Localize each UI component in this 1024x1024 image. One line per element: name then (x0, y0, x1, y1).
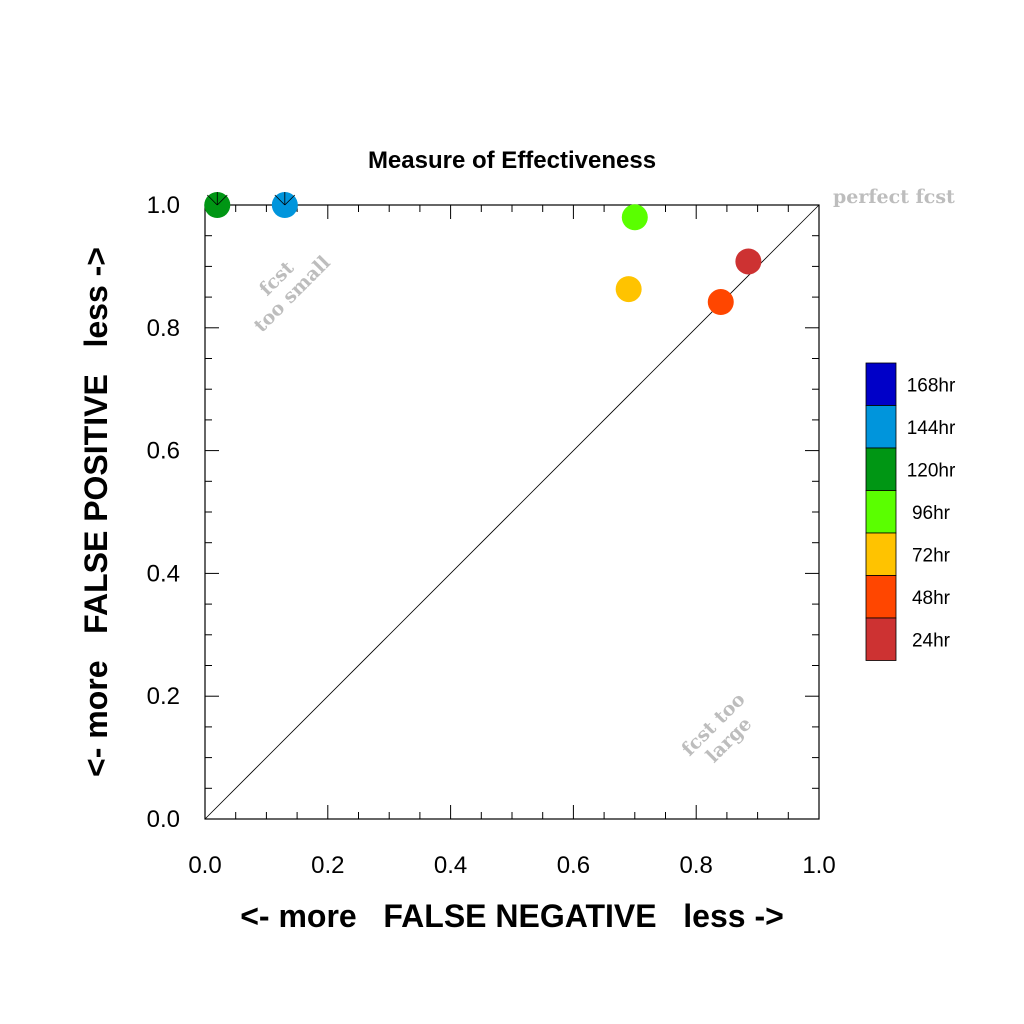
point-96hr (621, 204, 648, 231)
x-tick-label: 0.4 (434, 852, 467, 879)
fcst-too-large-label: fcst too large (677, 688, 756, 767)
legend-label-72hr: 72hr (912, 545, 951, 566)
chart-title: Measure of Effectiveness (368, 147, 656, 174)
boundary-marker (216, 194, 228, 206)
legend-swatch-144hr (865, 405, 897, 449)
boundary-marker (206, 194, 218, 206)
legend-swatch-24hr (865, 617, 897, 661)
point-48hr (707, 289, 734, 316)
y-axis-label: <- more FALSE POSITIVE less -> (78, 247, 114, 777)
legend-swatch-168hr (865, 362, 897, 406)
legend-label-120hr: 120hr (907, 460, 956, 481)
y-tick-label: 0.6 (147, 438, 180, 465)
boundary-marker (274, 194, 286, 206)
x-axis-label: <- more FALSE NEGATIVE less -> (240, 898, 784, 934)
data-points (204, 192, 762, 316)
legend: 168hr 144hr 120hr 96hr 72hr 48hr 24hr (865, 362, 956, 661)
axis-tick-labels: 0.0 0.2 0.4 0.6 0.8 1.0 0.0 0.2 0.4 0.6 0.8 1.0 (147, 192, 836, 879)
point-24hr (735, 248, 762, 275)
y-tick-label: 0.2 (147, 683, 180, 710)
x-tick-label: 0.8 (680, 852, 713, 879)
fcst-too-small-line2: too small (250, 252, 335, 337)
point-72hr (615, 276, 642, 303)
x-tick-label: 0.6 (557, 852, 590, 879)
y-tick-label: 0.8 (147, 315, 180, 342)
y-tick-label: 0.0 (147, 806, 180, 833)
legend-swatch-48hr (865, 575, 897, 619)
y-tick-label: 0.4 (147, 560, 180, 587)
legend-label-144hr: 144hr (907, 418, 956, 439)
fcst-too-small-label: fcst too small (250, 252, 335, 337)
legend-swatch-72hr (865, 532, 897, 576)
legend-swatch-120hr (865, 447, 897, 491)
x-tick-label: 0.0 (188, 852, 221, 879)
legend-label-24hr: 24hr (912, 630, 951, 651)
legend-label-48hr: 48hr (912, 588, 951, 609)
legend-label-168hr: 168hr (907, 375, 956, 396)
legend-swatch-96hr (865, 490, 897, 534)
legend-label-96hr: 96hr (912, 503, 951, 524)
x-tick-label: 1.0 (802, 852, 835, 879)
y-tick-label: 1.0 (147, 192, 180, 219)
x-tick-label: 0.2 (311, 852, 344, 879)
perfect-fcst-label: perfect fcst (833, 186, 955, 208)
boundary-marker (284, 194, 296, 206)
